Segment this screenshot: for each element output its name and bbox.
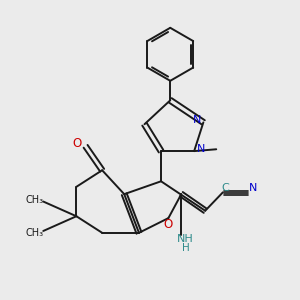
Text: O: O bbox=[163, 218, 172, 231]
Text: N: N bbox=[193, 115, 201, 125]
Text: O: O bbox=[73, 137, 82, 150]
Text: NH: NH bbox=[177, 234, 194, 244]
Text: C: C bbox=[222, 182, 229, 193]
Text: H: H bbox=[182, 242, 190, 253]
Text: N: N bbox=[196, 143, 205, 154]
Text: CH₃: CH₃ bbox=[26, 228, 44, 238]
Text: N: N bbox=[249, 182, 257, 193]
Text: CH₃: CH₃ bbox=[26, 195, 44, 205]
